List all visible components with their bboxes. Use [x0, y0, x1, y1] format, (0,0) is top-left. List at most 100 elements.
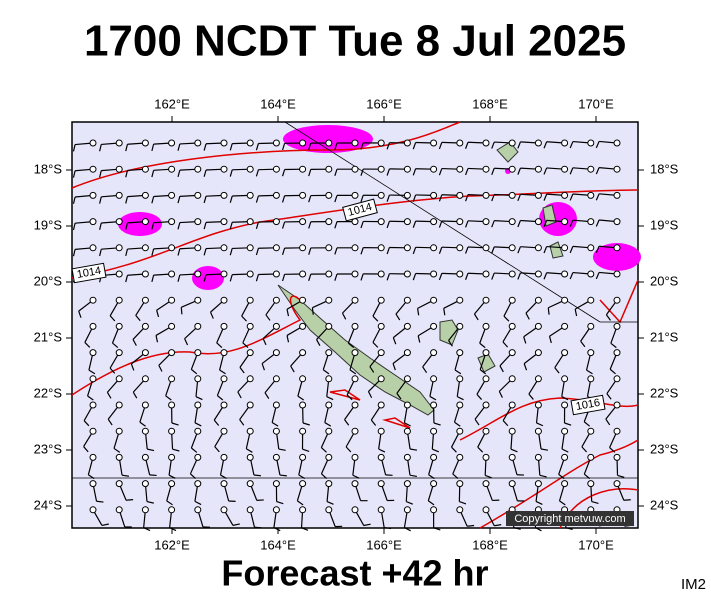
barb-feather	[547, 307, 550, 315]
barb-feather	[456, 396, 464, 401]
wind-barb	[517, 244, 542, 254]
wind-barb	[132, 322, 149, 346]
barb-station	[272, 270, 280, 278]
barb-feather	[324, 422, 332, 427]
wind-barb	[479, 349, 490, 375]
barb-feather	[465, 168, 469, 176]
barb-station	[561, 453, 569, 461]
barb-station	[325, 480, 333, 488]
barb-station	[403, 165, 411, 173]
barb-station	[325, 427, 333, 435]
wind-barb	[203, 139, 228, 151]
barb-station	[430, 453, 438, 461]
lon-label: 168°E	[472, 96, 508, 111]
wind-barb	[109, 349, 123, 374]
wind-barb	[417, 322, 438, 343]
barb-station	[587, 427, 595, 435]
barb-station	[587, 191, 595, 199]
barb-station	[272, 480, 280, 488]
barb-station	[89, 349, 97, 357]
wind-barb	[272, 506, 281, 532]
wind-barb	[360, 218, 385, 229]
barb-station	[194, 322, 202, 330]
barb-feather	[433, 527, 441, 531]
barb-feather	[106, 392, 112, 399]
wind-barb	[141, 427, 155, 452]
barb-station	[168, 139, 176, 147]
wind-barb	[479, 322, 490, 349]
barb-station	[613, 244, 621, 252]
barb-station	[246, 480, 254, 488]
barb-feather	[484, 474, 492, 479]
barb-station	[482, 244, 490, 252]
barb-station	[89, 191, 97, 199]
wind-barb	[403, 453, 417, 477]
barb-station	[141, 375, 149, 383]
barb-station	[325, 218, 333, 226]
wind-barb	[351, 480, 368, 502]
wind-barb	[517, 270, 542, 280]
barb-feather	[334, 195, 338, 203]
wind-barb	[262, 322, 280, 346]
barb-station	[534, 165, 542, 173]
wind-barb	[613, 453, 625, 478]
barb-station	[482, 218, 490, 226]
wind-barb	[334, 139, 359, 150]
barb-feather	[543, 272, 548, 280]
wind-barb	[491, 270, 516, 280]
barb-feather	[543, 141, 548, 149]
barb-feather	[372, 341, 379, 348]
barb-station	[482, 322, 490, 330]
wind-barb	[429, 375, 438, 401]
wind-barb	[322, 349, 333, 375]
barb-feather	[386, 194, 390, 202]
barb-feather	[360, 168, 364, 176]
barb-feather	[88, 474, 95, 480]
wind-barb	[345, 427, 359, 453]
barb-station	[613, 218, 621, 226]
barb-station	[508, 244, 516, 252]
barb-station	[430, 165, 438, 173]
barb-station	[351, 322, 359, 330]
barb-station	[561, 244, 569, 252]
barb-feather	[177, 222, 181, 230]
wind-barb	[569, 270, 595, 280]
wind-barb	[372, 322, 385, 348]
wind-barb	[412, 244, 438, 255]
barb-station	[430, 296, 438, 304]
barb-station	[561, 165, 569, 173]
barb-station	[141, 401, 149, 409]
wind-barb	[465, 191, 490, 202]
barb-feather	[617, 474, 625, 478]
wind-barb	[508, 453, 524, 476]
barb-station	[115, 244, 123, 252]
barb-feather	[265, 314, 271, 321]
barb-station	[246, 165, 254, 173]
barb-feather	[386, 142, 390, 150]
wind-barb	[216, 375, 228, 401]
wind-barb	[534, 401, 544, 427]
barb-feather	[203, 274, 207, 282]
barb-feather	[281, 274, 286, 282]
barb-feather	[264, 392, 270, 399]
barb-station	[456, 453, 464, 461]
barb-station	[141, 244, 149, 252]
barb-feather	[308, 221, 312, 229]
barb-feather	[409, 474, 417, 477]
barb-station	[115, 480, 123, 488]
barb-feather	[491, 246, 495, 254]
barb-feather	[605, 418, 611, 426]
barb-feather	[429, 395, 437, 401]
barb-station	[430, 349, 438, 357]
barb-feather	[302, 422, 310, 426]
wind-barb	[325, 506, 343, 528]
barb-station	[534, 191, 542, 199]
barb-feather	[132, 391, 138, 399]
barb-feather	[255, 169, 259, 177]
barb-station	[613, 322, 621, 330]
barb-feather	[101, 523, 109, 527]
barb-station	[377, 296, 385, 304]
barb-feather	[540, 448, 549, 451]
wind-barb	[308, 165, 333, 177]
wind-barb	[491, 191, 516, 202]
